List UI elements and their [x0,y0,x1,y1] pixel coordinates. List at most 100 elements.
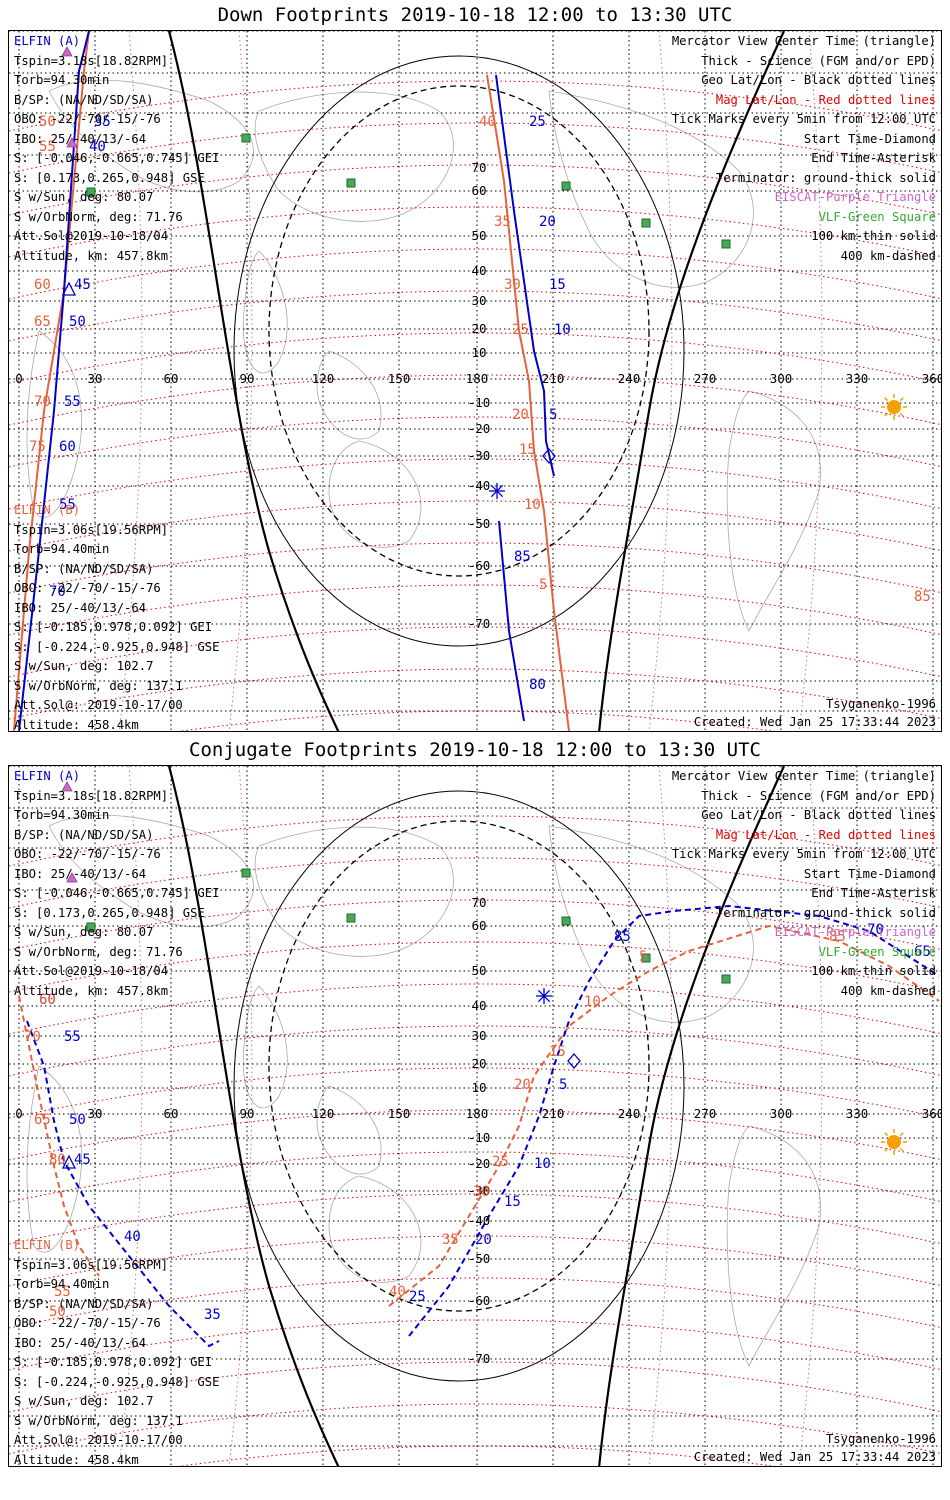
lat-label: 40 [471,998,486,1013]
track-a-tick-label: 45 [74,1152,91,1168]
lat-label: -40 [468,1213,491,1228]
mag-meridians [118,766,823,1466]
eiscat-triangle-1 [66,872,78,883]
elfin-a-info-line: Att.Sol@2019-10-18/04 [14,964,169,978]
elfin-b-info-line: S w/Sun, deg: 102.7 [14,1394,154,1408]
track-a-tick-label: 15 [504,1194,521,1210]
mag-meridian-0 [118,766,143,1466]
sun-ray [899,1132,904,1137]
legend-item: Thick - Science (FGM and/or EPD) [701,788,936,803]
sun-icon [881,1129,907,1155]
elfin-a-info-line: B/SP: (NA/ND/SD/SA) [14,827,154,842]
elfin-b-info-line: Altitude: 458.4km [14,1452,139,1467]
vlf-station-3 [641,953,651,963]
track-b-tick-label: 35 [494,214,511,230]
coastline-3 [316,350,382,440]
elfin-a-header: ELFIN (A) [14,769,81,783]
lat-label: -40 [468,478,491,493]
elfin-a-info-line: S: [0.173,0.265,0.948] GSE [14,905,205,920]
terminator-right [598,766,785,1466]
track-a-east [408,904,940,1337]
mag-meridian-0 [118,31,143,731]
footprint-400km [268,85,650,577]
track-a-tick-label: 55 [59,497,76,513]
legend-item: End Time-Asterisk [811,151,936,165]
lon-label: 330 [846,371,869,386]
lon-label: 210 [542,1106,565,1121]
lat-label: 70 [471,160,486,175]
vlf-station-2 [561,916,571,926]
elfin-b-info-line: OBO: -22/-70/-15/-76 [14,581,161,595]
sun-ray [884,1132,889,1137]
lat-label: 20 [471,321,486,336]
track-b-tick-label: 20 [512,407,529,423]
vlf-station-5 [86,187,96,197]
legend-item: Tick Marks every 5min from 12:00 UTC [671,847,936,861]
elfin-b-info: ELFIN (B) Tspin=3.06s[19.56RPM] Torb=94.40… [14,1236,219,1467]
track-b-tick-label: 60 [39,992,56,1008]
track-b-tick-label: 10 [524,497,541,513]
lon-label: 330 [846,1106,869,1121]
elfin-b-info: ELFIN (B) Tspin=3.06s[19.56RPM] Torb=94.40… [14,501,219,731]
track-a-tick-label: 60 [59,439,76,455]
elfin-b-info-line: Att.Sol@: 2019-10-17/00 [14,1433,183,1447]
coastline-2 [242,985,288,1109]
elfin-a-info-line: Tspin=3.18s[18.82RPM] [14,788,169,803]
vlf-station-1 [346,913,356,923]
elfin-a-info-line: S w/OrbNorm, deg: 71.76 [14,209,183,224]
lat-label: 30 [471,293,486,308]
center-time-triangle [61,1154,77,1169]
track-a-tick-label: 20 [475,1232,492,1248]
elfin-b-info-line: Tspin=3.06s[19.56RPM] [14,522,169,537]
track-a-tick-label: 40 [89,139,106,155]
legend-item: EISCAT-Purple Triangle [774,925,936,939]
track-a-tick-label: 50 [69,1112,86,1128]
lat-label: 60 [471,918,486,933]
track-a-tick-label: 5 [559,1077,567,1093]
lat-label: 50 [471,963,486,978]
created-timestamp: Created: Wed Jan 25 17:33:44 2023 [693,715,936,729]
elfin-a-info-line: Altitude, km: 457.8km [14,983,169,998]
legend-item: Mercator View Center Time (triangle) [671,769,936,783]
track-a-south [498,520,525,722]
track-a-tick-label: 20 [539,214,556,230]
track-b-tick-label: 20 [514,1077,531,1093]
terminator-left [167,31,340,731]
lon-label: 270 [694,371,717,386]
map-panel-down: 0 30 60 90 120 150 180 210 240 270 300 330 360 70 60 50… [8,30,942,732]
mag-meridian-3 [798,766,823,1466]
sun-ray [884,412,889,417]
track-a-tick-label: 10 [554,322,571,338]
track-a-tick-label: 40 [124,1229,141,1245]
track-b-tick-label: 40 [479,114,496,130]
track-b-tick-label: 10 [584,994,601,1010]
elfin-a-info-line: Torb=94.30min [14,73,110,87]
map-canvas: 0 30 60 90 120 150 180 210 240 270 300 330 360 70 60 50… [9,31,941,731]
terminator-left [167,766,340,1466]
track-a-tick-label: 65 [914,944,931,960]
elfin-b-info-line: Tspin=3.06s[19.56RPM] [14,1257,169,1272]
legend-item: Geo Lat/Lon - Black dotted lines [701,73,936,87]
coastline-2 [242,250,288,374]
track-a-tick-label: 50 [69,314,86,330]
end-asterisk [536,988,552,1004]
coastline-3 [316,1085,382,1175]
lat-label: -50 [468,516,491,531]
vlf-station-4 [721,239,731,249]
mag-meridians [118,31,823,731]
elfin-b-info-line: OBO: -22/-70/-15/-76 [14,1316,161,1330]
elfin-b-info-line: Torb=94.40min [14,1277,110,1291]
track-a-tick-label: 25 [529,114,546,130]
track-b-tick-label: 80 [49,1152,66,1168]
elfin-a-info-line: S: [-0.046,-0.665,0.745] GEI [14,886,220,900]
lon-label: 90 [239,1106,254,1121]
elfin-a-info-line: S w/Sun, deg: 80.07 [14,925,154,939]
panel-title-conjugate: Conjugate Footprints 2019-10-18 12:00 to… [189,739,761,761]
track-b-tick-label: 30 [504,277,521,293]
eiscat-triangle-1 [66,137,78,148]
track-b-tick-label: 25 [492,1154,509,1170]
track-b-west [18,995,100,1277]
panel-title-down: Down Footprints 2019-10-18 12:00 to 13:3… [217,4,733,26]
elfin-a-info-line: S w/Sun, deg: 80.07 [14,190,154,204]
legend-item: VLF-Green Square [818,944,936,959]
